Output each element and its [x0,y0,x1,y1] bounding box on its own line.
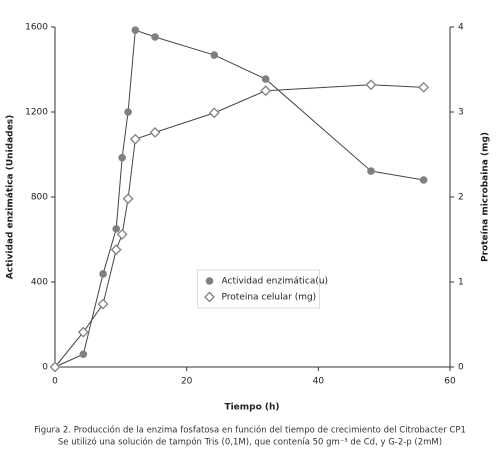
data-point [129,133,141,145]
y2-axis-label: Proteína microbaina (mg) [481,132,491,262]
y2-tick-label: 0 [458,363,464,373]
y-axis-label: Actividad enzimática (Unidades) [6,115,16,279]
data-point [79,350,88,359]
x-axis-label: Tiempo (h) [224,403,279,413]
data-point [116,228,128,240]
y2-tick-label: 1 [458,278,464,288]
data-point [365,79,377,91]
caption: Se utilizó una solución de tampón Tris (… [58,437,442,448]
y2-tick-label: 3 [458,108,464,118]
y-tick-label: 0 [42,363,48,373]
y-tick-label: 1200 [25,108,48,118]
y-tick-label: 800 [31,193,48,203]
data-point [367,167,375,175]
data-point [205,277,214,285]
caption: Figura 2. Producción de la enzima fosfat… [34,425,466,436]
data-point [49,361,61,373]
data-point [204,291,215,303]
data-point [118,153,126,162]
data-point [99,270,107,278]
y-tick-label: 1600 [25,23,48,33]
y2-tick-label: 2 [458,193,464,203]
x-tick-label: 0 [52,377,58,387]
legend-label: Proteina celular (mg) [222,293,317,303]
data-point [210,51,219,59]
x-tick-label: 60 [444,377,456,387]
data-point [112,225,121,233]
series-line [54,84,424,368]
data-point [261,75,270,83]
x-tick-label: 20 [181,377,193,387]
data-point [97,298,109,310]
data-point [110,244,122,256]
data-point [151,33,159,41]
series-line [54,29,424,368]
data-point [208,107,220,119]
x-tick-label: 40 [313,377,325,387]
data-point [131,26,140,34]
data-point [77,326,89,338]
legend-label: Actividad enzimática(u) [222,277,329,287]
data-point [124,108,132,116]
data-point [122,193,134,205]
y-tick-label: 400 [31,278,48,288]
data-point [149,126,161,138]
data-point [260,85,272,97]
y2-tick-label: 4 [458,23,464,33]
data-point [419,176,428,184]
legend-box [197,269,320,309]
data-point [418,81,430,93]
